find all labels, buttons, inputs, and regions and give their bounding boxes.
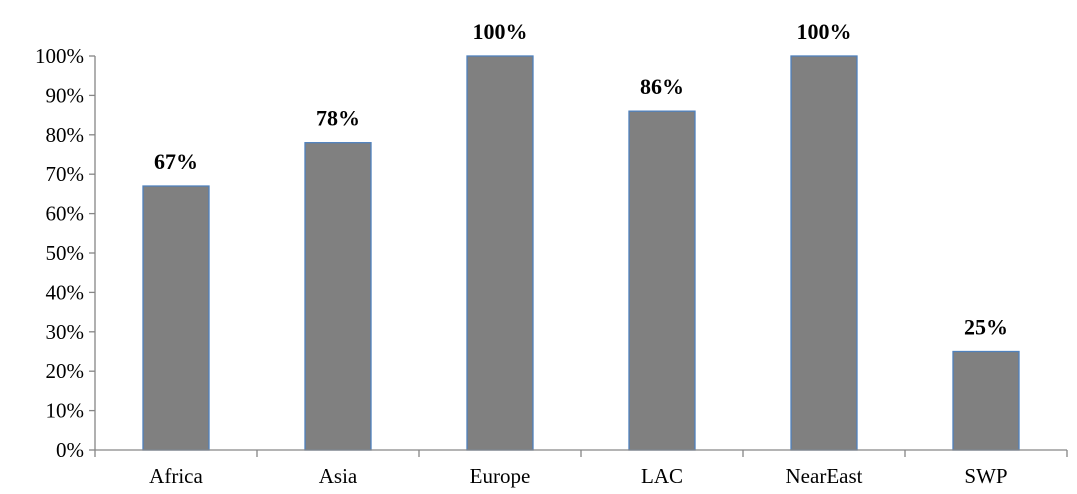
category-label-swp: SWP [964,464,1007,488]
y-axis-ticks: 0% 10% 20% 30% 40% 50% 60% 70% 80% 90% 100% [35,44,95,462]
bar-lac [628,110,696,451]
data-label-neareast: 100% [797,19,852,44]
y-tick-label: 80% [46,123,85,147]
bar-neareast [790,55,858,451]
y-tick-label: 0% [56,438,84,462]
y-tick-label: 10% [46,399,85,423]
y-tick-label: 100% [35,44,84,68]
bars [142,55,1020,451]
category-label-asia: Asia [319,464,358,488]
category-label-europe: Europe [470,464,531,488]
y-tick-label: 30% [46,320,85,344]
data-label-asia: 78% [316,106,360,131]
category-label-lac: LAC [641,464,683,488]
data-label-lac: 86% [640,74,684,99]
category-label-neareast: NearEast [786,464,863,488]
y-tick-label: 90% [46,83,85,107]
data-labels: 67% 78% 100% 86% 100% 25% [154,19,1008,340]
y-tick-label: 60% [46,202,85,226]
category-label-africa: Africa [149,464,203,488]
bar-swp [952,350,1020,451]
data-label-europe: 100% [473,19,528,44]
y-tick-label: 40% [46,280,85,304]
data-label-africa: 67% [154,149,198,174]
bar-africa [142,185,210,451]
x-axis-ticks [94,450,1068,457]
y-tick-label: 20% [46,359,85,383]
data-label-swp: 25% [964,315,1008,340]
bar-asia [304,142,372,451]
category-labels: Africa Asia Europe LAC NearEast SWP [149,464,1007,488]
y-tick-label: 70% [46,162,85,186]
bar-europe [466,55,534,451]
y-tick-label: 50% [46,241,85,265]
